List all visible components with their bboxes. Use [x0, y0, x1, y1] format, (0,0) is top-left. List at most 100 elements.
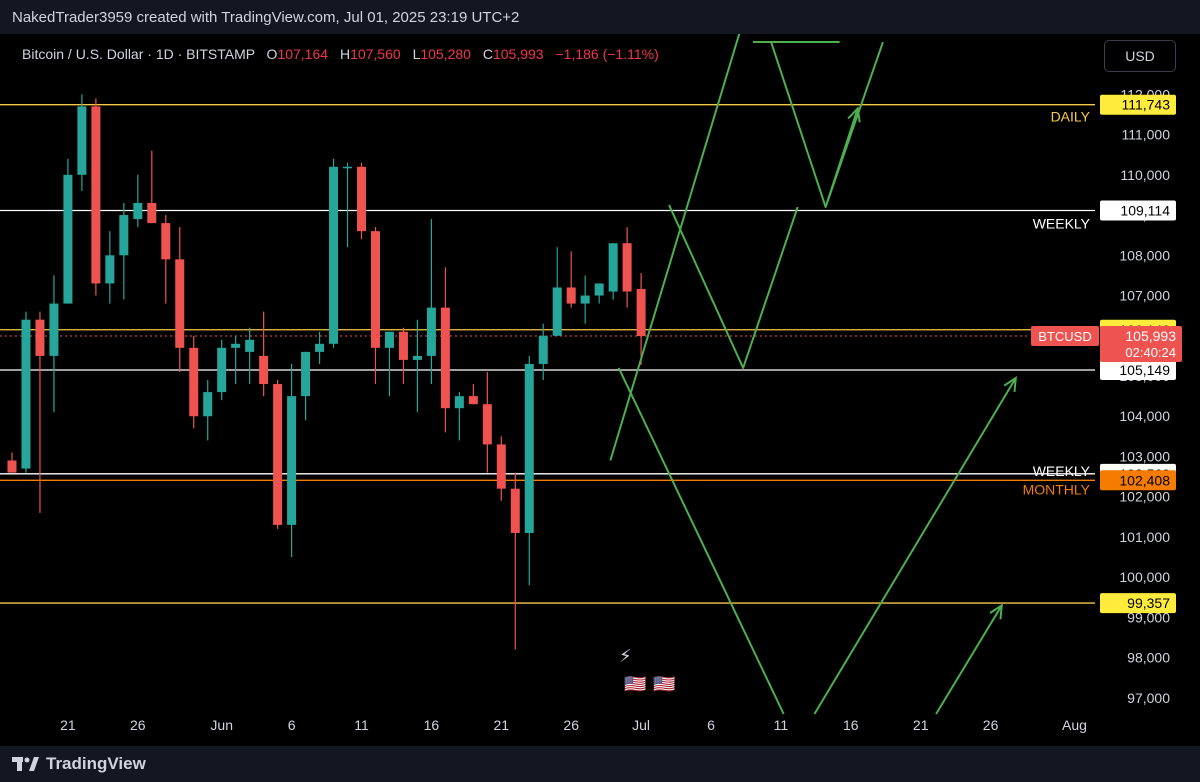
projection-path[interactable] — [813, 377, 1017, 715]
candle-body[interactable] — [398, 331, 408, 360]
projection-arrowhead — [847, 106, 861, 123]
tradingview-logo[interactable]: TradingView — [12, 754, 146, 774]
chart-area[interactable]: 97,000 98,000 99,000 100,000 101,000 102,000 1… — [0, 34, 1200, 746]
candle-body[interactable] — [49, 303, 59, 356]
candle-body[interactable] — [384, 331, 394, 348]
candle-body[interactable] — [594, 283, 604, 296]
candle-body[interactable] — [622, 243, 632, 292]
candle-body[interactable] — [273, 384, 283, 525]
symbol-name: Bitcoin / U.S. Dollar · 1D · BITSTAMP — [22, 46, 255, 62]
x-tick-label: 21 — [913, 717, 929, 733]
candle-body[interactable] — [161, 223, 171, 260]
x-tick-label: 21 — [494, 717, 510, 733]
candlestick-chart[interactable]: 97,00098,00099,000100,000101,000102,0001… — [0, 34, 1200, 746]
candle-body[interactable] — [91, 106, 101, 284]
price-label-box — [1100, 94, 1176, 115]
symbol-tag: BTCUSD — [1038, 329, 1091, 344]
y-tick-label: 104,000 — [1119, 408, 1170, 424]
projection-arrowhead — [989, 603, 1003, 620]
open-value: 107,164 — [277, 46, 329, 62]
x-tick-label: 6 — [288, 717, 296, 733]
candle-body[interactable] — [343, 166, 353, 169]
low-label: L — [412, 46, 421, 62]
candle-body[interactable] — [468, 396, 478, 405]
price-label-box — [1100, 200, 1176, 221]
candle-body[interactable] — [329, 166, 339, 344]
price-label: 105,149 — [1119, 362, 1170, 378]
candle-body[interactable] — [175, 259, 185, 348]
candle-body[interactable] — [608, 243, 618, 292]
candle-body[interactable] — [440, 307, 450, 409]
candle-body[interactable] — [217, 347, 227, 393]
candle-body[interactable] — [524, 363, 534, 533]
chart-credit: NakedTrader3959 created with TradingView… — [12, 9, 520, 26]
price-label-box — [1100, 593, 1176, 614]
projection-path[interactable] — [770, 41, 859, 209]
candle-body[interactable] — [7, 460, 17, 473]
candle-body[interactable] — [287, 396, 297, 525]
level-tag: DAILY — [1051, 109, 1091, 125]
candle-body[interactable] — [357, 166, 366, 232]
x-tick-label: Jun — [210, 717, 233, 733]
candle-body[interactable] — [552, 287, 562, 336]
y-tick-label: 101,000 — [1119, 529, 1170, 545]
candle-body[interactable] — [426, 307, 436, 356]
y-tick-label: 100,000 — [1119, 569, 1170, 585]
candle-body[interactable] — [35, 319, 45, 356]
candle-body[interactable] — [454, 396, 464, 409]
candle-body[interactable] — [259, 355, 269, 385]
candle-body[interactable] — [580, 295, 590, 304]
projection-path[interactable] — [668, 204, 799, 369]
candle-body[interactable] — [189, 347, 199, 417]
candle-body[interactable] — [370, 231, 380, 348]
candle-body[interactable] — [538, 335, 548, 364]
candle-body[interactable] — [482, 404, 492, 445]
candle-body[interactable] — [21, 319, 31, 469]
y-tick-label: 107,000 — [1119, 288, 1170, 304]
y-tick-label: 108,000 — [1119, 247, 1170, 263]
change-value: −1,186 (−1.11%) — [555, 46, 659, 62]
last-price-box — [1100, 326, 1182, 363]
projection-path[interactable] — [826, 41, 884, 204]
currency-button[interactable]: USD — [1104, 40, 1176, 72]
candle-body[interactable] — [231, 343, 241, 348]
projection-path[interactable] — [617, 367, 785, 715]
y-tick-label: 111,000 — [1121, 127, 1170, 143]
candle-body[interactable] — [133, 202, 143, 220]
level-tag: MONTHLY — [1023, 481, 1091, 497]
y-tick-label: 97,000 — [1127, 690, 1170, 706]
candle-body[interactable] — [315, 343, 325, 352]
price-label: 109,114 — [1120, 202, 1170, 218]
y-tick-label: 110,000 — [1120, 167, 1170, 183]
candle-body[interactable] — [105, 255, 115, 284]
candle-body[interactable] — [245, 339, 255, 352]
x-tick-label: Aug — [1062, 717, 1087, 733]
candle-body[interactable] — [77, 106, 87, 175]
us-flag-event-icon[interactable]: 🇺🇸 — [624, 674, 647, 694]
high-value: 107,560 — [350, 46, 401, 62]
projection-path[interactable] — [935, 604, 1003, 715]
tradingview-brand: TradingView — [46, 754, 146, 773]
lightning-event-icon[interactable]: ⚡ — [619, 646, 632, 666]
candle-body[interactable] — [301, 351, 311, 397]
price-label-box — [1100, 360, 1176, 381]
y-tick-label: 102,000 — [1119, 489, 1170, 505]
x-tick-label: 21 — [60, 717, 76, 733]
candle-body[interactable] — [203, 392, 213, 417]
us-flag-event-icon[interactable]: 🇺🇸 — [653, 674, 676, 694]
candle-body[interactable] — [510, 488, 520, 533]
candle-body[interactable] — [566, 287, 576, 304]
candle-body[interactable] — [63, 174, 73, 304]
x-tick-label: 6 — [707, 717, 715, 733]
candle-body[interactable] — [636, 288, 646, 337]
candle-body[interactable] — [496, 444, 506, 489]
candle-body[interactable] — [147, 202, 157, 224]
low-value: 105,280 — [420, 46, 471, 62]
symbol-legend: Bitcoin / U.S. Dollar · 1D · BITSTAMP O1… — [22, 46, 659, 62]
candle-body[interactable] — [119, 215, 129, 256]
price-label-box — [1100, 470, 1176, 491]
candle-body[interactable] — [412, 355, 422, 360]
top-bar: NakedTrader3959 created with TradingView… — [0, 0, 1200, 35]
price-label: 102,408 — [1119, 472, 1170, 488]
level-tag: WEEKLY — [1033, 463, 1091, 479]
